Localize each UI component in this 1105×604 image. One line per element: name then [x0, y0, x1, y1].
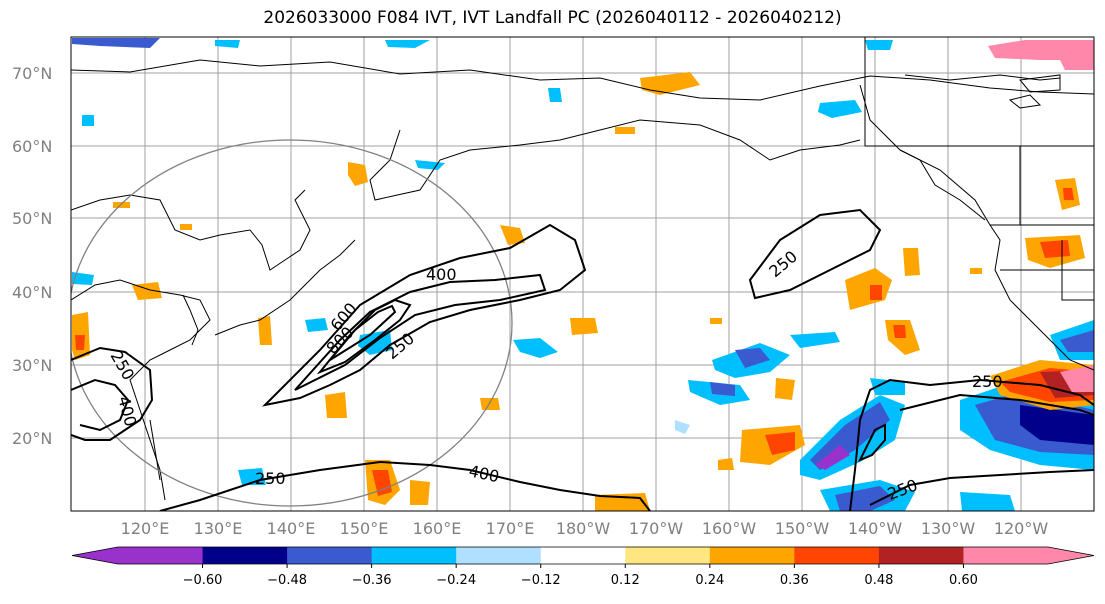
colorbar-tick-label: −0.60: [183, 573, 223, 588]
colorbar-outline: [71, 546, 1095, 565]
lon-label: 120°W: [994, 519, 1049, 538]
lon-label: 130°W: [921, 519, 976, 538]
colorbar-swatch: [456, 547, 542, 564]
lon-label: 130°E: [194, 519, 243, 538]
lon-label: 170°E: [486, 519, 535, 538]
map-title: 2026033000 F084 IVT, IVT Landfall PC (20…: [263, 8, 842, 28]
ivt-contours: [71, 208, 1094, 511]
lat-label: 20°N: [12, 429, 52, 448]
lat-label: 50°N: [12, 209, 52, 228]
colorbar-swatch: [202, 547, 288, 564]
colorbar-tick-label: 0.36: [780, 573, 809, 588]
lat-label: 70°N: [12, 64, 52, 83]
colorbar-swatch: [118, 547, 204, 564]
colorbar-tick-label: −0.24: [436, 573, 476, 588]
colorbar-tick-label: −0.48: [267, 573, 307, 588]
lat-label: 30°N: [12, 356, 52, 375]
coastlines: [71, 37, 1094, 501]
map-area: 400 250 800 600 250 250 400 250 400 250 …: [71, 37, 1094, 511]
colorbar-extend-max: [1048, 547, 1094, 564]
colorbar-swatch: [625, 547, 711, 564]
lon-labels: 120°E 130°E 140°E 150°E 160°E 170°E 180°…: [121, 519, 1049, 538]
lon-label: 140°W: [848, 519, 903, 538]
colorbar: −0.60 −0.48 −0.36 −0.24 −0.12 0.12 0.24 0.36 0.4…: [71, 546, 1095, 588]
colorbar-tick-label: 0.60: [949, 573, 978, 588]
colorbar-tick-label: 0.12: [611, 573, 640, 588]
colorbar-swatch: [709, 547, 795, 564]
lon-label: 180°W: [556, 519, 611, 538]
lon-label: 150°W: [775, 519, 830, 538]
colorbar-tick-label: −0.12: [521, 573, 561, 588]
colorbar-swatch: [794, 547, 880, 564]
gridlines: [71, 37, 1094, 511]
lat-label: 60°N: [12, 137, 52, 156]
contour-label: 250: [972, 372, 1003, 391]
landfall-circle: [71, 139, 513, 507]
contour-label: 250: [255, 469, 286, 488]
colorbar-swatch: [540, 547, 626, 564]
map-frame: [70, 36, 1095, 512]
colorbar-swatch: [287, 547, 373, 564]
colorbar-tick-label: 0.48: [864, 573, 893, 588]
lon-label: 140°E: [267, 519, 316, 538]
lon-label: 150°E: [340, 519, 389, 538]
contour-label: 400: [426, 265, 457, 284]
lat-label: 40°N: [12, 283, 52, 302]
lat-labels: 70°N 60°N 50°N 40°N 30°N 20°N: [12, 64, 52, 448]
colorbar-extend-min: [72, 547, 118, 564]
lon-label: 120°E: [121, 519, 170, 538]
colorbar-tick-label: 0.24: [695, 573, 724, 588]
colorbar-swatch: [371, 547, 457, 564]
lon-label: 170°W: [629, 519, 684, 538]
colorbar-swatch: [963, 547, 1049, 564]
colorbar-tick-label: −0.36: [352, 573, 392, 588]
lon-label: 160°E: [413, 519, 462, 538]
colorbar-swatch: [878, 547, 964, 564]
lon-label: 160°W: [702, 519, 757, 538]
